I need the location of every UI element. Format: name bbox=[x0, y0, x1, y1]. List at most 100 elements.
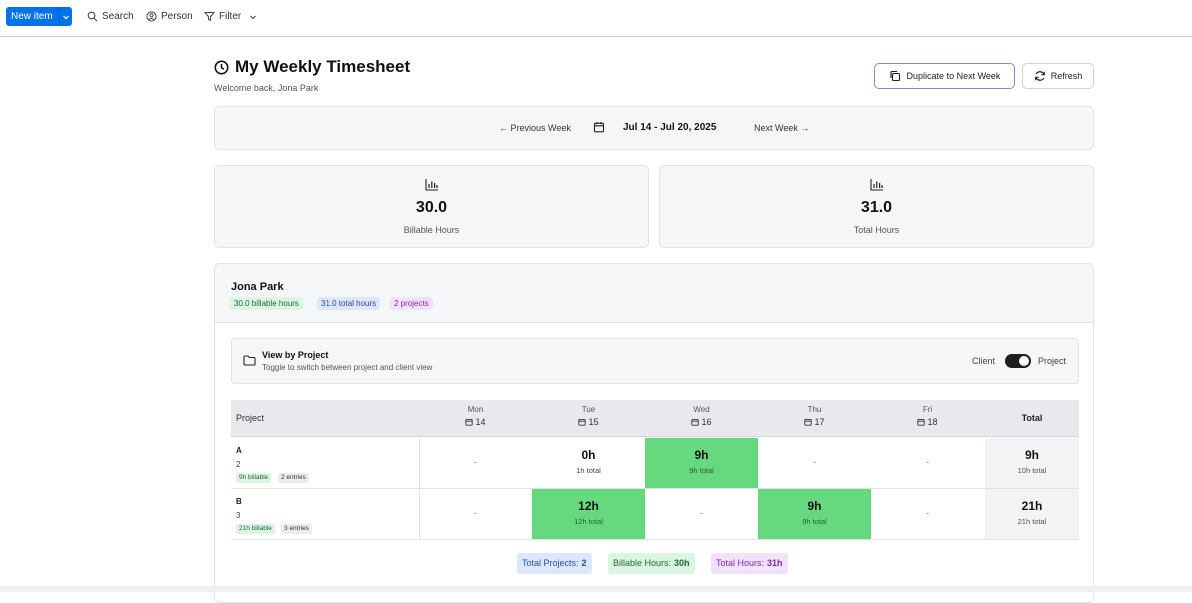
cell-total: 9h total bbox=[689, 466, 714, 475]
bar-chart-icon bbox=[424, 178, 439, 191]
column-header-project: Project bbox=[236, 413, 265, 423]
total-hours-summary: Total Hours: 31h bbox=[711, 553, 788, 574]
refresh-button[interactable]: Refresh bbox=[1022, 63, 1094, 89]
total-hours-value: 31.0 bbox=[860, 199, 893, 216]
day-cell-wed[interactable]: - bbox=[645, 489, 758, 539]
bar-chart-icon bbox=[869, 178, 884, 191]
chevron-down-icon[interactable] bbox=[59, 7, 72, 26]
cell-hours: 9h bbox=[807, 499, 822, 513]
previous-week-button[interactable]: ← Previous Week bbox=[499, 123, 571, 133]
cell-total: 9h total bbox=[802, 517, 827, 526]
search-label: Search bbox=[102, 11, 134, 22]
row-total-sub: 10h total bbox=[1017, 466, 1047, 475]
total-hours-label: Total Hours bbox=[853, 225, 900, 235]
project-name: A bbox=[236, 446, 242, 455]
summary-value: 31h bbox=[767, 558, 783, 568]
total-projects-summary: Total Projects: 2 bbox=[517, 553, 592, 574]
day-cell-thu[interactable]: - bbox=[758, 438, 871, 488]
day-name: Tue bbox=[581, 405, 596, 414]
top-toolbar: New item Search Person Filter bbox=[0, 0, 1192, 37]
billable-hours-label: Billable Hours bbox=[403, 225, 460, 235]
row-billable-badge: 21h billable bbox=[236, 524, 275, 534]
table-header: Project Mon 14 Tue 15 Wed 16 Thu 17 Fri … bbox=[231, 400, 1079, 437]
view-toggle-hint: Toggle to switch between project and cli… bbox=[262, 363, 433, 372]
calendar-icon bbox=[691, 418, 700, 426]
empty-hours: - bbox=[474, 457, 477, 467]
empty-hours: - bbox=[926, 457, 929, 467]
new-item-button[interactable]: New item bbox=[6, 7, 72, 26]
table-row[interactable]: B 3 21h billable 3 entries - 12h 12h tota… bbox=[231, 489, 1079, 540]
person-name: Jona Park bbox=[231, 281, 284, 293]
day-name: Wed bbox=[693, 405, 710, 414]
view-toggle-box: View by Project Toggle to switch between… bbox=[231, 338, 1079, 384]
day-cell-mon[interactable]: - bbox=[419, 438, 532, 488]
summary-label: Total Projects: bbox=[522, 558, 579, 568]
cell-hours: 0h bbox=[581, 448, 596, 462]
billable-hours-value: 30.0 bbox=[415, 199, 448, 216]
column-header-mon: Mon 14 bbox=[419, 405, 532, 427]
view-toggle-title: View by Project bbox=[262, 350, 329, 360]
empty-hours: - bbox=[700, 508, 703, 518]
duplicate-to-next-week-button[interactable]: Duplicate to Next Week bbox=[874, 63, 1015, 89]
page-title: My Weekly Timesheet bbox=[214, 57, 410, 77]
project-number: 2 bbox=[236, 460, 241, 469]
day-name: Fri bbox=[922, 405, 933, 414]
billable-hours-summary: Billable Hours: 30h bbox=[608, 553, 695, 574]
day-cell-fri[interactable]: - bbox=[871, 489, 984, 539]
duplicate-label: Duplicate to Next Week bbox=[906, 71, 1001, 81]
billable-hours-badge: 30.0 billable hours bbox=[230, 297, 303, 310]
column-header-thu: Thu 17 bbox=[758, 405, 871, 427]
person-filter-button[interactable]: Person bbox=[146, 9, 193, 24]
day-date: 18 bbox=[927, 417, 938, 427]
next-week-button[interactable]: Next Week → bbox=[754, 123, 810, 133]
empty-hours: - bbox=[474, 508, 477, 518]
cell-total: 12h total bbox=[574, 517, 603, 526]
day-date: 16 bbox=[701, 417, 712, 427]
person-label: Person bbox=[161, 11, 193, 22]
row-total-cell: 9h 10h total bbox=[985, 438, 1079, 488]
person-icon bbox=[146, 11, 157, 22]
calendar-icon bbox=[917, 418, 926, 426]
day-date: 15 bbox=[588, 417, 599, 427]
row-total-hours: 9h bbox=[1024, 448, 1039, 462]
calendar-icon bbox=[804, 418, 813, 426]
week-navigation: ← Previous Week Jul 14 - Jul 20, 2025 Ne… bbox=[214, 106, 1094, 150]
total-hours-badge: 31.0 total hours bbox=[317, 297, 381, 310]
week-range: Jul 14 - Jul 20, 2025 bbox=[623, 122, 717, 133]
folder-icon bbox=[243, 355, 256, 366]
row-total-hours: 21h bbox=[1021, 499, 1043, 513]
column-header-total: Total bbox=[1021, 413, 1043, 423]
copy-icon bbox=[889, 70, 901, 82]
day-cell-wed[interactable]: 9h 9h total bbox=[645, 438, 758, 488]
day-date: 14 bbox=[475, 417, 486, 427]
cell-hours: 12h bbox=[578, 499, 599, 513]
search-button[interactable]: Search bbox=[87, 9, 134, 24]
row-entries-badge: 3 entries bbox=[281, 524, 312, 534]
day-cell-fri[interactable]: - bbox=[871, 438, 984, 488]
toggle-knob bbox=[1019, 356, 1029, 366]
table-row[interactable]: A 2 9h billable 2 entries - 0h 1h total 9… bbox=[231, 438, 1079, 489]
billable-hours-card: 30.0 Billable Hours bbox=[214, 165, 649, 248]
calendar-icon bbox=[578, 418, 587, 426]
day-cell-thu[interactable]: 9h 9h total bbox=[758, 489, 871, 539]
day-cell-tue[interactable]: 0h 1h total bbox=[532, 438, 645, 488]
filter-button[interactable]: Filter bbox=[204, 9, 257, 24]
projects-count-badge: 2 projects bbox=[390, 297, 433, 310]
row-entries-badge: 2 entries bbox=[278, 473, 309, 483]
day-cell-mon[interactable]: - bbox=[419, 489, 532, 539]
row-total-sub: 21h total bbox=[1017, 517, 1047, 526]
empty-hours: - bbox=[926, 508, 929, 518]
refresh-label: Refresh bbox=[1050, 71, 1083, 81]
view-toggle-switch[interactable] bbox=[1005, 354, 1031, 368]
refresh-icon bbox=[1034, 70, 1046, 82]
page-title-text: My Weekly Timesheet bbox=[235, 57, 411, 76]
person-timesheet-panel: Jona Park 30.0 billable hours 31.0 total… bbox=[214, 263, 1094, 603]
column-header-fri: Fri 18 bbox=[871, 405, 984, 427]
day-cell-tue[interactable]: 12h 12h total bbox=[532, 489, 645, 539]
welcome-subtitle: Welcome back, Jona Park bbox=[214, 83, 319, 93]
calendar-icon bbox=[593, 121, 605, 133]
summary-value: 30h bbox=[674, 558, 690, 568]
calendar-icon bbox=[465, 418, 474, 426]
person-header: Jona Park 30.0 billable hours 31.0 total… bbox=[215, 264, 1093, 323]
filter-icon bbox=[204, 11, 215, 22]
